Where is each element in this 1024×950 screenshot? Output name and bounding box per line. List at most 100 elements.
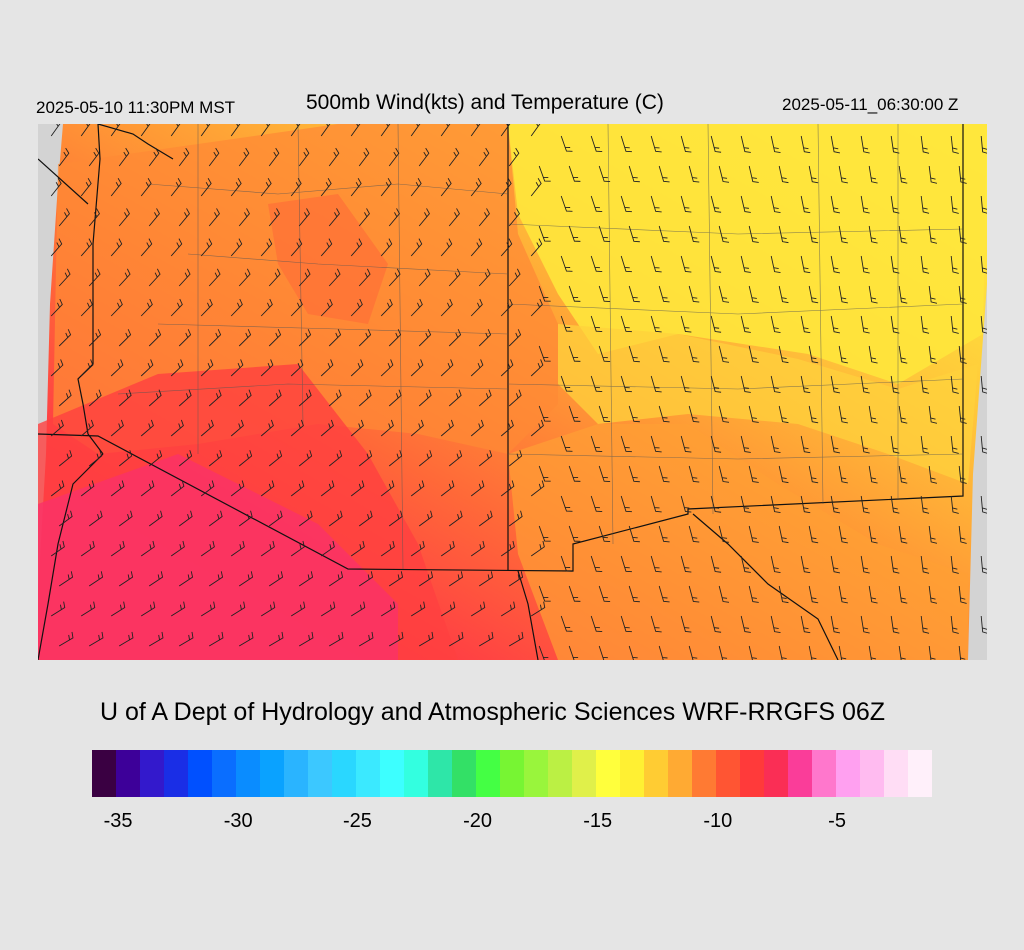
wind-barb bbox=[238, 268, 251, 287]
colorbar-swatch bbox=[452, 750, 476, 797]
wind-barb bbox=[238, 389, 252, 407]
wind-barb bbox=[388, 329, 402, 347]
wind-barb bbox=[110, 238, 123, 257]
wind-barb bbox=[260, 480, 275, 497]
wind-barb bbox=[710, 195, 722, 213]
wind-barb bbox=[770, 495, 781, 514]
wind-barb bbox=[860, 495, 870, 514]
wind-barb bbox=[298, 208, 310, 227]
wind-barb bbox=[410, 178, 422, 197]
wind-barb bbox=[560, 615, 573, 632]
wind-barb bbox=[808, 525, 819, 544]
wind-barb bbox=[680, 375, 692, 393]
wind-barb bbox=[470, 124, 481, 137]
wind-barb bbox=[230, 359, 244, 377]
colorbar-swatch bbox=[164, 750, 188, 797]
wind-barb bbox=[688, 165, 700, 183]
wind-barb bbox=[800, 195, 811, 214]
wind-barb bbox=[740, 495, 751, 513]
wind-barb bbox=[230, 238, 243, 257]
wind-barb bbox=[980, 195, 987, 214]
wind-barb bbox=[328, 389, 342, 407]
wind-barb bbox=[890, 555, 900, 574]
wind-barb bbox=[110, 540, 125, 557]
wind-barb bbox=[350, 419, 364, 437]
wind-barb bbox=[928, 645, 936, 660]
wind-barb bbox=[320, 601, 336, 617]
wind-barb bbox=[118, 329, 132, 347]
wind-barb bbox=[680, 255, 692, 273]
wind-barb bbox=[50, 238, 63, 257]
wind-barb bbox=[530, 238, 543, 257]
wind-barb bbox=[178, 450, 193, 467]
wind-barb bbox=[598, 465, 611, 483]
wind-barb bbox=[560, 195, 573, 212]
wind-barb bbox=[958, 465, 967, 484]
wind-barb bbox=[920, 435, 930, 454]
wind-barb bbox=[830, 435, 841, 454]
wind-barb bbox=[688, 525, 700, 543]
wind-barb bbox=[88, 389, 102, 407]
wind-barb bbox=[448, 571, 464, 587]
wind-barb bbox=[328, 329, 342, 347]
wind-barb bbox=[350, 178, 362, 197]
wind-barb bbox=[170, 124, 181, 137]
colorbar-swatch bbox=[524, 750, 548, 797]
wind-barb bbox=[478, 389, 492, 407]
wind-barb bbox=[328, 571, 344, 587]
wind-barb bbox=[598, 345, 611, 363]
wind-barb bbox=[590, 255, 603, 272]
wind-barb bbox=[470, 178, 482, 197]
wind-barb bbox=[508, 510, 523, 527]
wind-barb bbox=[298, 571, 314, 587]
wind-barb bbox=[718, 285, 730, 303]
wind-barb bbox=[890, 435, 900, 454]
colorbar-swatch bbox=[404, 750, 428, 797]
wind-barb bbox=[538, 405, 551, 422]
wind-barb bbox=[958, 525, 967, 544]
wind-barb bbox=[500, 298, 513, 317]
wind-barb bbox=[890, 495, 900, 514]
wind-barb bbox=[418, 147, 430, 167]
wind-barb bbox=[208, 208, 220, 227]
wind-barb bbox=[770, 555, 781, 574]
map-title: 500mb Wind(kts) and Temperature (C) bbox=[306, 91, 664, 114]
wind-barb bbox=[290, 178, 302, 197]
wind-barb bbox=[178, 631, 194, 647]
wind-barb bbox=[920, 495, 930, 514]
wind-barb bbox=[410, 238, 423, 257]
wind-barb bbox=[208, 147, 220, 167]
wind-barb bbox=[500, 124, 511, 137]
wind-barb bbox=[170, 419, 184, 437]
wind-barb bbox=[320, 540, 335, 557]
wind-barb bbox=[88, 631, 104, 647]
wind-barb bbox=[440, 238, 453, 257]
wind-barb bbox=[658, 465, 670, 483]
wind-barb bbox=[118, 389, 132, 407]
wind-barb bbox=[688, 225, 700, 243]
colorbar-tick-label: -30 bbox=[223, 810, 253, 832]
wind-barb bbox=[380, 178, 392, 197]
wind-barb bbox=[628, 165, 640, 183]
wind-barb bbox=[140, 480, 155, 497]
wind-barb bbox=[350, 540, 365, 557]
colorbar-swatch bbox=[548, 750, 572, 797]
wind-barb bbox=[868, 645, 877, 660]
colorbar-swatch bbox=[860, 750, 884, 797]
wind-barb bbox=[298, 268, 311, 287]
wind-barb bbox=[200, 540, 215, 557]
wind-barb bbox=[508, 571, 524, 587]
wind-barb bbox=[748, 225, 759, 243]
wind-barb bbox=[650, 615, 662, 633]
wind-barb bbox=[658, 165, 670, 183]
wind-barb bbox=[748, 165, 759, 183]
wind-barb bbox=[808, 645, 817, 660]
wind-barb bbox=[448, 450, 463, 467]
wind-barb bbox=[530, 298, 543, 317]
wind-barb bbox=[50, 178, 62, 197]
wind-barb bbox=[838, 225, 848, 244]
wind-barb bbox=[350, 298, 363, 317]
wind-barb bbox=[290, 480, 305, 497]
wind-barb bbox=[770, 435, 781, 454]
wind-barb bbox=[598, 285, 611, 303]
